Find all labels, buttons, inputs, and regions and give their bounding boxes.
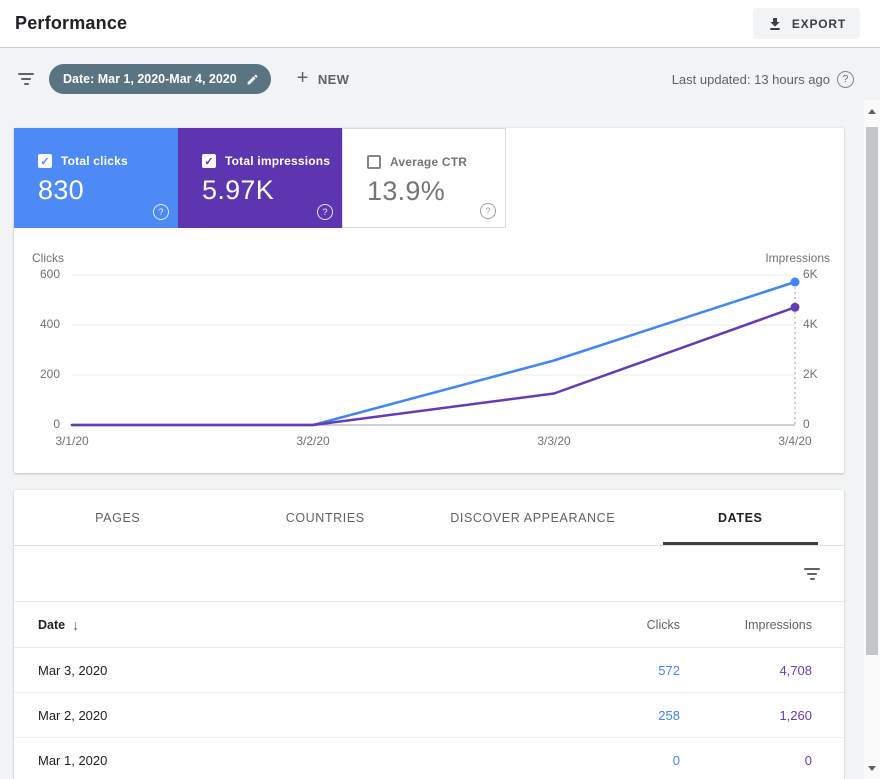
- data-table-panel: PAGES COUNTRIES DISCOVER APPEARANCE DATES D…: [14, 490, 844, 779]
- table-toolbar: [14, 546, 844, 602]
- sort-desc-icon: ↓: [72, 617, 79, 633]
- date-chip-label: Date: Mar 1, 2020-Mar 4, 2020: [63, 72, 237, 86]
- performance-page: Performance EXPORT Date: Mar 1, 2020-Mar…: [0, 0, 880, 779]
- row-clicks-value: 258: [600, 708, 680, 723]
- date-column-label: Date: [38, 618, 65, 632]
- series-endpoint-impressions: [791, 303, 800, 312]
- row-clicks-value: 0: [600, 753, 680, 768]
- checkbox-unchecked-icon[interactable]: [367, 155, 381, 169]
- table-row: Mar 2, 20202581,260: [14, 693, 844, 738]
- left-axis-tick: 200: [14, 367, 60, 381]
- table-row: Mar 3, 20205724,708: [14, 648, 844, 693]
- clicks-column-header[interactable]: Clicks: [600, 618, 680, 632]
- table-body: Mar 3, 20205724,708Mar 2, 20202581,260Ma…: [14, 648, 844, 779]
- row-impressions-value: 0: [680, 753, 812, 768]
- export-button[interactable]: EXPORT: [753, 8, 860, 39]
- scroll-up-arrow[interactable]: [864, 104, 880, 118]
- date-column-header[interactable]: Date ↓: [38, 617, 600, 633]
- metric-card-clicks[interactable]: ✓ Total clicks830?: [14, 128, 178, 228]
- filter-list-icon[interactable]: [16, 69, 36, 89]
- scrollbar-thumb[interactable]: [866, 127, 878, 655]
- checkbox-checked-icon[interactable]: ✓: [202, 154, 216, 168]
- metric-help-icon[interactable]: ?: [480, 203, 496, 219]
- metric-card-header: ✓ Total impressions: [178, 128, 342, 168]
- metric-card-ctr[interactable]: Average CTR13.9%?: [342, 128, 506, 228]
- row-date: Mar 1, 2020: [38, 753, 600, 768]
- metric-help-icon[interactable]: ?: [153, 204, 169, 220]
- metric-label: Total impressions: [225, 154, 330, 168]
- last-updated-help-icon[interactable]: ?: [837, 71, 854, 88]
- row-impressions-value: 1,260: [680, 708, 812, 723]
- table-filter-icon[interactable]: [802, 564, 822, 584]
- download-icon: [767, 16, 783, 32]
- x-axis-label: 3/2/20: [273, 434, 353, 448]
- tab-label: DISCOVER APPEARANCE: [450, 511, 615, 525]
- metric-help-icon[interactable]: ?: [317, 204, 333, 220]
- metric-card-impressions[interactable]: ✓ Total impressions5.97K?: [178, 128, 342, 228]
- metric-card-header: Average CTR: [343, 129, 505, 169]
- tab-pages[interactable]: PAGES: [14, 490, 222, 545]
- metric-value: 13.9%: [343, 169, 505, 207]
- right-axis-tick: 2K: [803, 367, 843, 381]
- left-axis-tick: 400: [14, 317, 60, 331]
- plus-icon: +: [297, 68, 309, 88]
- x-axis-label: 3/4/20: [755, 434, 835, 448]
- chart-panel: ✓ Total clicks830? ✓ Total impressions5.97K…: [14, 128, 844, 473]
- metric-label: Average CTR: [390, 155, 467, 169]
- edit-pencil-icon: [246, 73, 259, 86]
- tab-discover-appearance[interactable]: DISCOVER APPEARANCE: [429, 490, 637, 545]
- new-filter-button[interactable]: + NEW: [291, 69, 356, 89]
- left-axis-title: Clicks: [32, 251, 64, 265]
- right-axis-tick: 4K: [803, 317, 843, 331]
- tab-dates[interactable]: DATES: [637, 490, 845, 545]
- right-axis-tick: 6K: [803, 267, 843, 281]
- scroll-down-arrow[interactable]: [864, 761, 880, 775]
- metric-value: 830: [14, 168, 178, 206]
- row-date: Mar 2, 2020: [38, 708, 600, 723]
- vertical-scrollbar[interactable]: [864, 100, 880, 779]
- metric-label: Total clicks: [61, 154, 128, 168]
- date-range-chip[interactable]: Date: Mar 1, 2020-Mar 4, 2020: [49, 64, 271, 94]
- export-label: EXPORT: [792, 17, 846, 31]
- tab-label: DATES: [718, 511, 762, 525]
- series-line-clicks: [72, 282, 795, 425]
- table-header: Date ↓ Clicks Impressions: [14, 602, 844, 648]
- last-updated-text: Last updated: 13 hours ago: [672, 72, 830, 87]
- row-date: Mar 3, 2020: [38, 663, 600, 678]
- dimension-tabs: PAGES COUNTRIES DISCOVER APPEARANCE DATES: [14, 490, 844, 546]
- right-axis-tick: 0: [803, 417, 843, 431]
- tab-label: PAGES: [95, 511, 140, 525]
- right-axis-title: Impressions: [765, 251, 830, 265]
- row-clicks-value: 572: [600, 663, 680, 678]
- row-impressions-value: 4,708: [680, 663, 812, 678]
- tab-countries[interactable]: COUNTRIES: [222, 490, 430, 545]
- series-endpoint-clicks: [791, 278, 800, 287]
- page-title: Performance: [15, 13, 127, 34]
- left-axis-tick: 0: [14, 417, 60, 431]
- impressions-column-header[interactable]: Impressions: [680, 618, 812, 632]
- x-axis-label: 3/3/20: [514, 434, 594, 448]
- x-axis-label: 3/1/20: [32, 434, 112, 448]
- new-filter-label: NEW: [318, 72, 350, 87]
- tab-label: COUNTRIES: [286, 511, 365, 525]
- page-header: Performance EXPORT: [0, 0, 880, 48]
- left-axis-tick: 600: [14, 267, 60, 281]
- table-row: Mar 1, 202000: [14, 738, 844, 779]
- filter-bar: Date: Mar 1, 2020-Mar 4, 2020 + NEW Last…: [0, 48, 864, 110]
- metric-card-header: ✓ Total clicks: [14, 128, 178, 168]
- checkbox-checked-icon[interactable]: ✓: [38, 154, 52, 168]
- metric-value: 5.97K: [178, 168, 342, 206]
- summary-cards: ✓ Total clicks830? ✓ Total impressions5.97K…: [14, 128, 506, 228]
